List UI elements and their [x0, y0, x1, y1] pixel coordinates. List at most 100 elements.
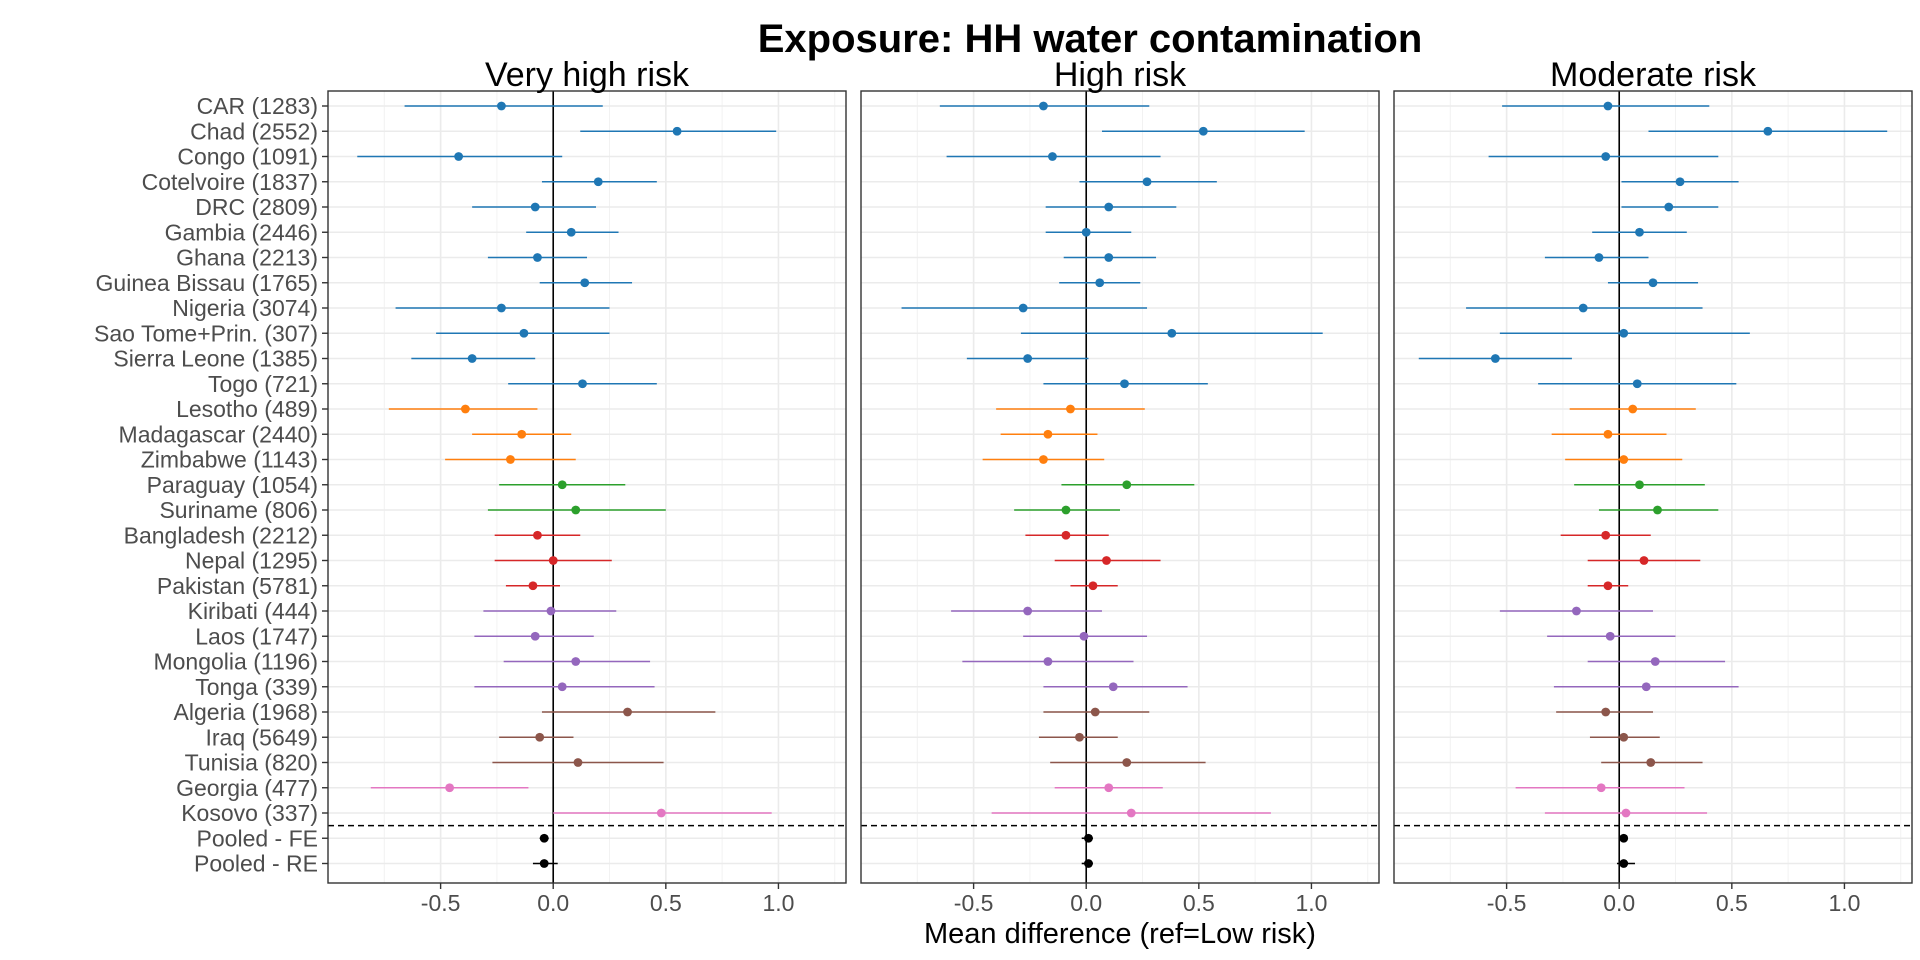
estimate-point	[1648, 278, 1658, 288]
estimate-point	[1084, 833, 1093, 843]
estimate-point	[1664, 202, 1674, 212]
estimate-point	[1601, 530, 1611, 540]
x-tick-label: 0.0	[537, 890, 569, 916]
row-label: Madagascar (2440)	[119, 421, 318, 447]
row-label: Kosovo (337)	[181, 800, 318, 826]
panel: -0.5 0.0 0.5 1.0 Very high risk	[327, 56, 847, 916]
estimate-point	[672, 126, 682, 136]
estimate-point	[1039, 455, 1048, 464]
estimate-point	[571, 657, 581, 666]
x-tick-label: 0.5	[1183, 890, 1215, 916]
estimate-point	[1122, 480, 1132, 490]
estimate-point	[1167, 328, 1177, 338]
row-label: Togo (721)	[208, 371, 318, 397]
estimate-point	[1061, 505, 1071, 515]
estimate-point	[1619, 859, 1629, 868]
estimate-point	[548, 556, 558, 565]
estimate-point	[1619, 455, 1629, 464]
estimate-point	[1635, 227, 1644, 237]
estimate-point	[1142, 177, 1152, 187]
estimate-point	[1079, 631, 1089, 641]
panels-layer: -0.5 0.0 0.5 1.0 Very high risk -0.5 0.0 0.5 1.0…	[327, 56, 1913, 916]
estimate-point	[1601, 707, 1611, 717]
estimate-point	[1619, 833, 1629, 843]
panel-background	[328, 91, 846, 883]
estimate-point	[497, 303, 506, 313]
estimate-point	[1621, 808, 1631, 818]
x-tick-label: 1.0	[1295, 890, 1327, 916]
x-tick-label: -0.5	[421, 890, 461, 916]
estimate-point	[593, 177, 603, 187]
x-tick-label: 0.5	[650, 890, 682, 916]
estimate-point	[1126, 808, 1136, 818]
estimate-point	[1088, 581, 1098, 591]
x-tick-label: 0.0	[1070, 890, 1102, 916]
estimate-point	[566, 227, 576, 237]
estimate-point	[517, 429, 527, 439]
estimate-point	[460, 404, 470, 414]
estimate-point	[1596, 783, 1606, 793]
estimate-point	[557, 682, 567, 692]
estimate-point	[1043, 429, 1053, 439]
row-label: Cotelvoire (1837)	[142, 169, 318, 195]
x-axis-label: Mean difference (ref=Low risk)	[924, 918, 1316, 950]
estimate-point	[1066, 404, 1075, 414]
estimate-point	[1594, 253, 1604, 262]
estimate-point	[535, 732, 545, 742]
estimate-point	[578, 379, 587, 389]
estimate-point	[1104, 783, 1114, 793]
panel-background	[861, 91, 1379, 883]
estimate-point	[546, 606, 556, 616]
x-tick-label: -0.5	[1487, 890, 1527, 916]
panel-title: Moderate risk	[1550, 56, 1757, 94]
row-label: Algeria (1968)	[174, 699, 318, 725]
row-label: Zimbabwe (1143)	[141, 447, 318, 473]
estimate-point	[1639, 556, 1649, 565]
row-label: Lesotho (489)	[176, 396, 318, 422]
estimate-point	[1043, 657, 1053, 666]
estimate-point	[539, 833, 549, 843]
estimate-point	[557, 480, 567, 490]
estimate-point	[1603, 101, 1613, 111]
estimate-point	[1641, 682, 1651, 692]
estimate-point	[1102, 556, 1111, 565]
estimate-point	[573, 758, 583, 767]
estimate-point	[1095, 278, 1105, 288]
estimate-point	[1023, 606, 1033, 616]
estimate-point	[1632, 379, 1642, 389]
x-tick-label: 1.0	[1828, 890, 1860, 916]
row-label: Kiribati (444)	[188, 598, 318, 624]
x-tick-label: 0.0	[1603, 890, 1635, 916]
estimate-point	[1061, 530, 1071, 540]
row-label: Nepal (1295)	[185, 548, 318, 574]
estimate-point	[1635, 480, 1644, 490]
row-label: Guinea Bissau (1765)	[96, 270, 318, 296]
estimate-point	[1084, 859, 1093, 868]
estimate-point	[571, 505, 581, 515]
estimate-point	[1572, 606, 1581, 616]
estimate-point	[1198, 126, 1208, 136]
estimate-point	[533, 253, 542, 262]
row-label: Suriname (806)	[159, 497, 318, 523]
estimate-point	[530, 631, 540, 641]
estimate-point	[454, 152, 464, 161]
estimate-point	[1605, 631, 1615, 641]
estimate-point	[467, 354, 477, 363]
panel-background	[1394, 91, 1912, 883]
x-tick-label: 1.0	[762, 890, 794, 916]
estimate-point	[1653, 505, 1662, 515]
panel-border	[860, 90, 1380, 884]
row-label: Pooled - FE	[197, 825, 318, 851]
x-tick-label: -0.5	[954, 890, 994, 916]
panel-title: High risk	[1054, 56, 1187, 94]
row-label: Paraguay (1054)	[147, 472, 318, 498]
row-label: Chad (2552)	[190, 118, 318, 144]
estimate-point	[1603, 581, 1613, 591]
estimate-point	[1122, 758, 1132, 767]
estimate-point	[1601, 152, 1611, 161]
chart-title: Exposure: HH water contamination	[758, 17, 1423, 61]
estimate-point	[1090, 707, 1100, 717]
estimate-point	[1763, 126, 1773, 136]
row-label: Gambia (2446)	[165, 219, 318, 245]
estimate-point	[1081, 227, 1091, 237]
